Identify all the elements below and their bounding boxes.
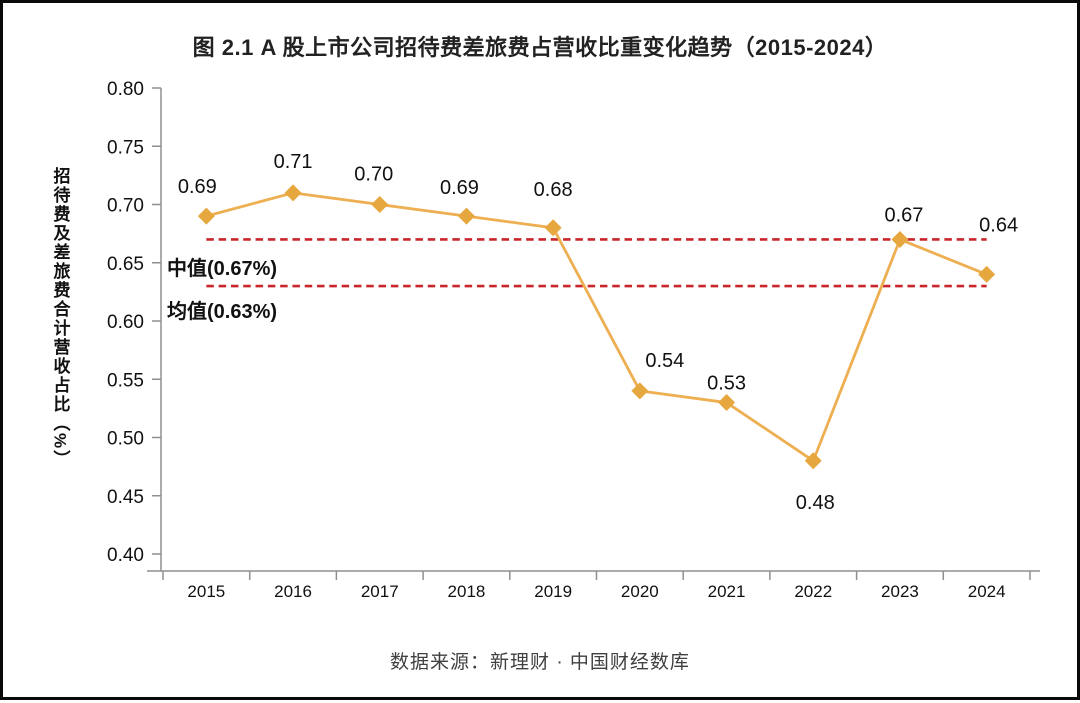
mean-label: 均值(0.63%) xyxy=(167,299,277,323)
data-label-2017: 0.70 xyxy=(354,164,393,186)
chart-canvas: 0.80 0.75 0.70 0.65 0.60 0.55 0.50 0.45 0.40 2015… xyxy=(107,79,1040,601)
y-tick-label: 0.80 xyxy=(107,79,144,100)
data-label-2015: 0.69 xyxy=(178,176,217,198)
y-tick-label: 0.45 xyxy=(107,487,144,508)
x-tick-label: 2018 xyxy=(448,582,486,601)
chart-title: 图 2.1 A 股上市公司招待费差旅费占营收比重变化趋势（2015-2024） xyxy=(192,35,888,60)
x-tick-label: 2015 xyxy=(187,582,225,601)
y-tick-label: 0.55 xyxy=(107,370,144,391)
x-tick-label: 2020 xyxy=(621,582,659,601)
data-label-2021: 0.53 xyxy=(707,373,746,395)
x-tick-label: 2023 xyxy=(881,582,919,601)
data-point-2015 xyxy=(197,207,215,225)
source-caption: 数据来源：新理财 · 中国财经数库 xyxy=(390,652,690,673)
y-tick-label: 0.70 xyxy=(107,196,144,217)
data-point-2019 xyxy=(544,219,562,237)
data-label-2024: 0.64 xyxy=(979,214,1018,236)
x-tick-label: 2021 xyxy=(708,582,746,601)
median-label: 中值(0.67%) xyxy=(167,256,277,280)
y-tick-label: 0.75 xyxy=(107,137,144,158)
data-point-2017 xyxy=(371,196,389,213)
data-point-2024 xyxy=(978,265,996,283)
x-tick-label: 2017 xyxy=(361,582,399,601)
data-point-2023 xyxy=(891,230,909,248)
data-label-2023: 0.67 xyxy=(884,204,923,226)
y-tick-label: 0.50 xyxy=(107,429,144,450)
data-label-2018: 0.69 xyxy=(440,177,479,199)
x-tick-label: 2022 xyxy=(794,582,832,601)
data-label-2016: 0.71 xyxy=(274,151,313,173)
data-point-2020 xyxy=(631,382,649,400)
series-line xyxy=(205,191,988,463)
data-label-2019: 0.68 xyxy=(534,179,573,201)
x-tick-label: 2019 xyxy=(534,582,572,601)
data-point-2022 xyxy=(804,452,822,470)
x-tick-label: 2024 xyxy=(968,582,1006,601)
x-tick-label: 2016 xyxy=(274,582,312,601)
y-tick-label: 0.60 xyxy=(107,312,144,333)
data-label-2022: 0.48 xyxy=(796,492,835,514)
data-point-2016 xyxy=(284,184,302,202)
y-tick-label: 0.65 xyxy=(107,254,144,275)
data-point-2018 xyxy=(457,207,475,225)
data-point-2021 xyxy=(718,394,736,412)
data-label-2020: 0.54 xyxy=(645,350,684,372)
y-axis-label: 招待费及差旅费合计营收占比（%） xyxy=(50,166,70,470)
y-tick-label: 0.40 xyxy=(107,545,144,566)
